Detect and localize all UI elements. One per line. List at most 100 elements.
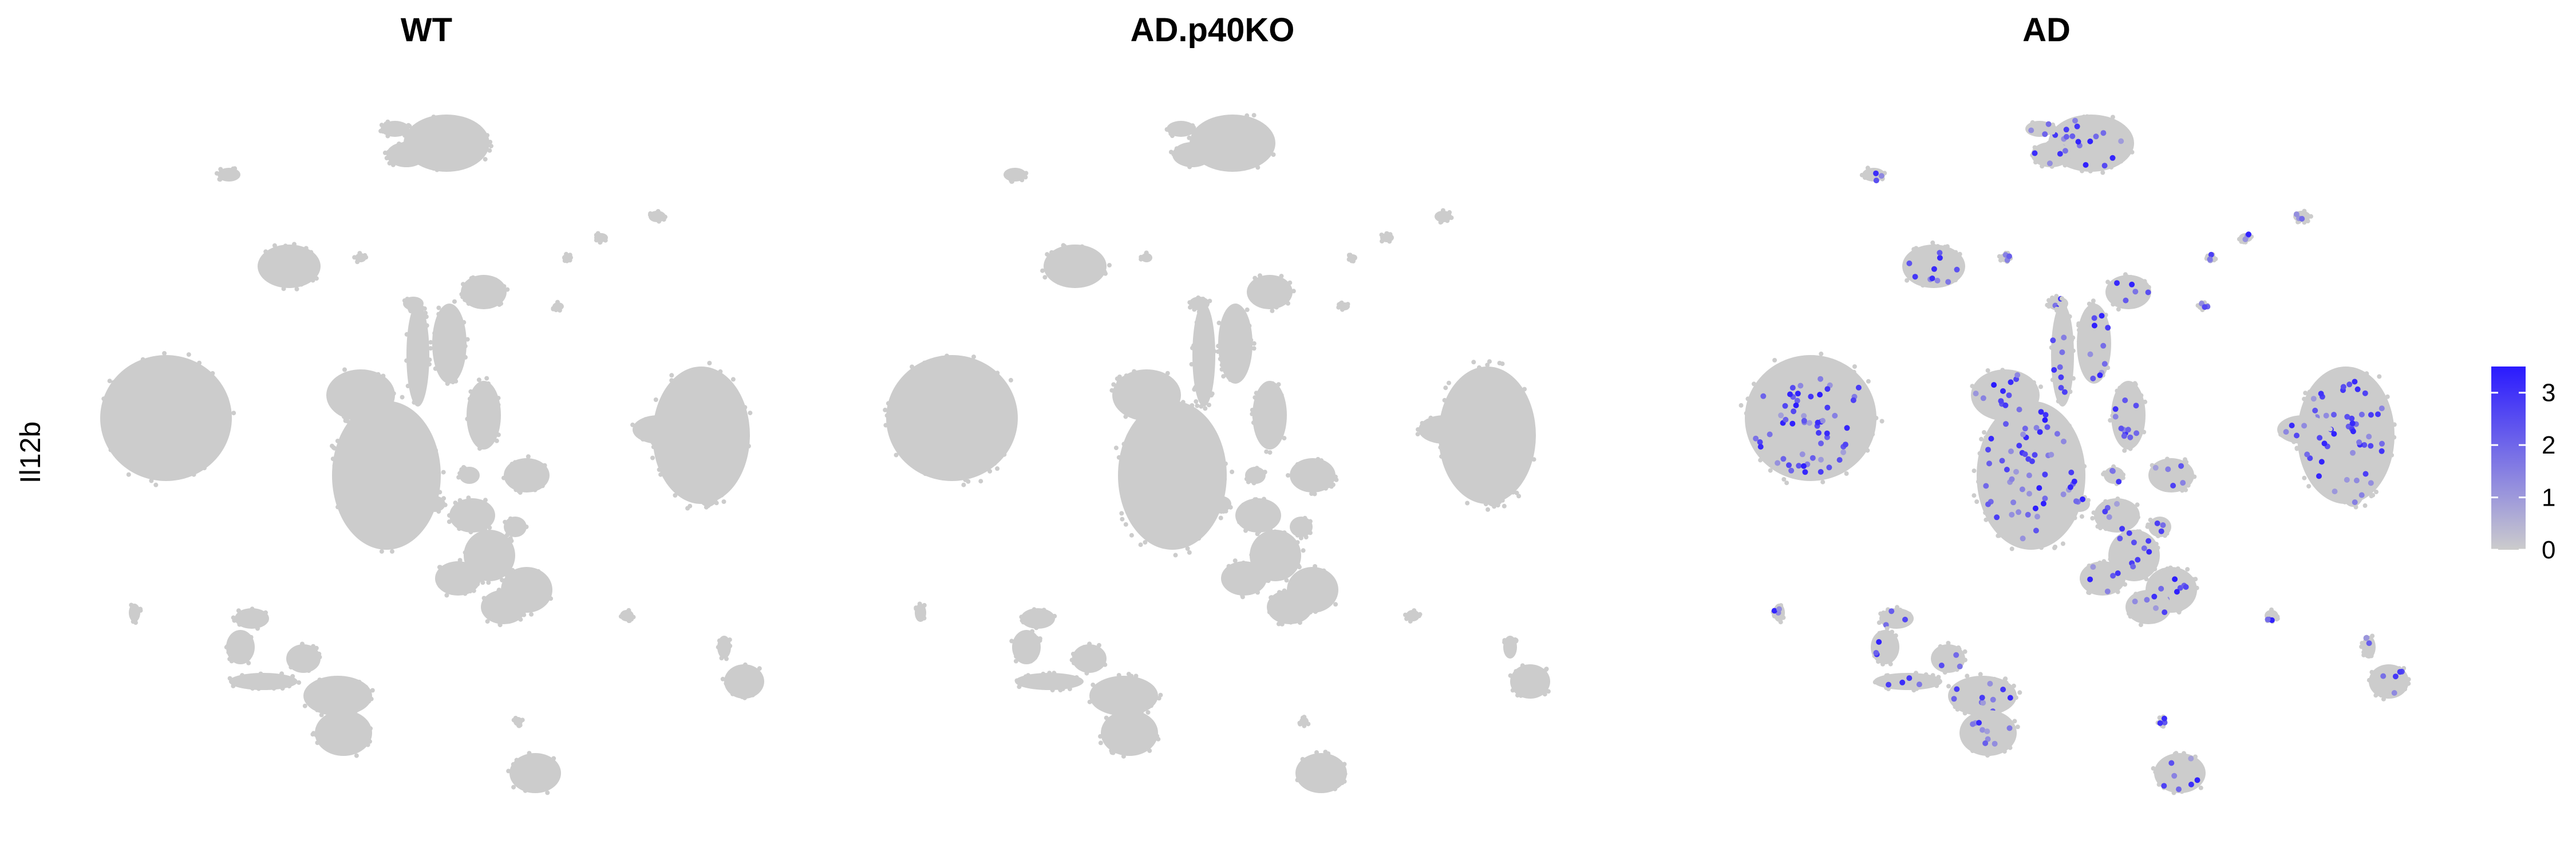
cell-point bbox=[496, 588, 501, 593]
cell-point bbox=[2269, 607, 2274, 612]
cell-point bbox=[1302, 715, 1307, 720]
cell-point bbox=[1321, 568, 1326, 573]
cell-point bbox=[564, 258, 570, 263]
cell-point bbox=[436, 312, 441, 317]
cell-point bbox=[108, 447, 113, 452]
cell-point bbox=[1465, 501, 1470, 506]
expressing-cell-point bbox=[2093, 133, 2099, 140]
cell-point bbox=[1295, 533, 1300, 538]
cell-point bbox=[436, 305, 441, 310]
cell-point bbox=[740, 410, 745, 415]
cell-point bbox=[476, 127, 481, 132]
cell-point bbox=[272, 248, 277, 253]
cell-point bbox=[1994, 710, 1999, 715]
cell-point bbox=[256, 686, 261, 691]
cell-point bbox=[517, 723, 523, 728]
cluster-cloud bbox=[226, 630, 255, 664]
cell-point bbox=[2159, 759, 2164, 765]
cell-point bbox=[1288, 620, 1293, 625]
cell-point bbox=[1250, 411, 1255, 416]
cell-point bbox=[618, 614, 623, 619]
cell-point bbox=[1942, 670, 1947, 675]
cell-point bbox=[303, 246, 309, 251]
expressing-cell-point bbox=[2162, 609, 2168, 616]
expressing-cell-point bbox=[2299, 216, 2305, 222]
cell-point bbox=[524, 525, 529, 529]
cell-point bbox=[2156, 533, 2160, 538]
cell-point bbox=[2144, 577, 2149, 582]
cell-point bbox=[1531, 457, 1536, 462]
cell-point bbox=[700, 373, 705, 379]
cell-point bbox=[2406, 677, 2411, 682]
cell-point bbox=[1907, 612, 1912, 617]
cell-point bbox=[1893, 633, 1898, 638]
cell-point bbox=[328, 396, 333, 401]
cell-point bbox=[1037, 636, 1042, 641]
cell-point bbox=[2109, 165, 2114, 170]
cell-point bbox=[1131, 513, 1136, 518]
cell-point bbox=[728, 644, 733, 648]
cell-point bbox=[323, 677, 328, 683]
cell-point bbox=[545, 790, 550, 795]
cell-point bbox=[2088, 168, 2093, 174]
cell-point bbox=[1471, 360, 1476, 365]
cell-point bbox=[1123, 446, 1128, 451]
expressing-cell-point bbox=[1876, 639, 1882, 645]
cell-point bbox=[523, 788, 528, 793]
cluster-cloud bbox=[386, 142, 426, 167]
cell-point bbox=[477, 445, 483, 450]
cell-point bbox=[2134, 592, 2138, 597]
cell-point bbox=[694, 494, 699, 499]
cell-point bbox=[129, 602, 134, 608]
cell-point bbox=[1034, 625, 1039, 631]
cell-point bbox=[1323, 750, 1328, 755]
cell-point bbox=[264, 618, 269, 623]
cell-point bbox=[330, 456, 335, 462]
cell-point bbox=[513, 487, 519, 492]
cell-point bbox=[1888, 661, 1893, 667]
cell-point bbox=[460, 294, 465, 300]
cell-point bbox=[2100, 170, 2105, 175]
cell-point bbox=[663, 439, 668, 444]
cell-point bbox=[631, 614, 636, 620]
expressing-cell-point bbox=[1753, 435, 1759, 442]
expressing-cell-point bbox=[1990, 696, 1996, 703]
cell-point bbox=[742, 405, 748, 410]
cell-point bbox=[2046, 140, 2052, 145]
cell-point bbox=[1212, 164, 1218, 170]
cell-point bbox=[376, 372, 381, 377]
cell-point bbox=[379, 549, 384, 554]
cell-point bbox=[139, 361, 144, 366]
expressing-cell-point bbox=[1786, 462, 1792, 468]
expressing-cell-point bbox=[2006, 253, 2012, 259]
expressing-cell-point bbox=[2057, 151, 2063, 157]
cell-point bbox=[315, 707, 320, 712]
expressing-cell-point bbox=[1937, 250, 1943, 256]
cell-point bbox=[2127, 421, 2132, 427]
expressing-cell-point bbox=[2028, 127, 2034, 133]
cell-point bbox=[503, 519, 508, 525]
cell-point bbox=[688, 503, 693, 509]
cell-point bbox=[1307, 530, 1313, 535]
expressing-cell-point bbox=[2331, 431, 2337, 437]
cell-point bbox=[551, 756, 556, 761]
cell-point bbox=[2342, 375, 2347, 379]
expressing-cell-point bbox=[2063, 133, 2069, 140]
cell-point bbox=[2302, 475, 2307, 480]
expressing-cell-point bbox=[2071, 478, 2077, 484]
cell-point bbox=[314, 276, 319, 281]
expressing-cell-point bbox=[2151, 593, 2158, 600]
cluster-cloud bbox=[1118, 401, 1227, 550]
cell-point bbox=[1313, 564, 1318, 569]
cell-point bbox=[2138, 622, 2143, 628]
cell-point bbox=[548, 596, 554, 601]
cluster-cloud bbox=[2080, 561, 2125, 596]
expressing-cell-point bbox=[1824, 404, 1831, 411]
cell-point bbox=[2154, 542, 2159, 546]
expressing-cell-point bbox=[2042, 471, 2048, 478]
cluster-cloud bbox=[1192, 304, 1215, 407]
cell-point bbox=[1480, 474, 1485, 479]
cell-point bbox=[724, 656, 729, 661]
cell-point bbox=[2198, 785, 2203, 790]
cell-point bbox=[2291, 439, 2297, 444]
